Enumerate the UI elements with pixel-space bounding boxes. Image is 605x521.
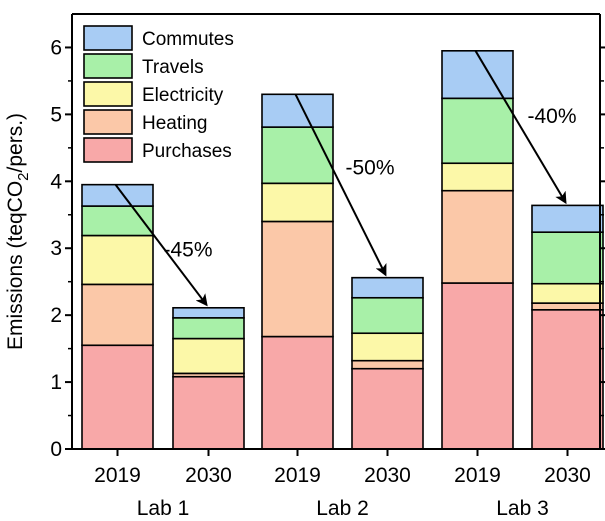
bar-segment-electricity-2 xyxy=(172,337,245,375)
reduction-label: -50% xyxy=(346,156,395,179)
bar-segment-commutes-2 xyxy=(172,306,245,319)
y-tick-label: 1 xyxy=(50,371,62,394)
group-label: Lab 1 xyxy=(137,497,190,520)
bar-segment-travels-2 xyxy=(172,317,245,340)
bar-segment-purchases-2 xyxy=(172,375,245,450)
legend-label: Purchases xyxy=(142,141,232,162)
reduction-label: -40% xyxy=(528,105,577,128)
axes-layer xyxy=(65,13,605,456)
bar-segment-electricity-4 xyxy=(351,332,424,362)
reduction-arrow xyxy=(294,93,387,277)
bar-segment-commutes-6 xyxy=(531,204,604,233)
bar-segment-heating-3 xyxy=(261,220,334,338)
bar-segment-travels-3 xyxy=(261,126,334,185)
bar-segment-travels-6 xyxy=(531,231,604,285)
legend-label: Travels xyxy=(142,57,204,78)
labels-layer: 0 1 2 3 4 5 6 2019 2030 2019 2030 2019 2030 Lab 1 Lab … xyxy=(4,36,591,520)
y-tick-label: 3 xyxy=(50,237,62,260)
bar-segment-heating-1 xyxy=(81,283,154,347)
reduction-label: -45% xyxy=(164,239,213,262)
bar-segment-travels-1 xyxy=(81,205,154,237)
y-tick-label: 0 xyxy=(50,438,62,461)
legend-swatch-electricity xyxy=(83,81,133,107)
x-tick-label: 2019 xyxy=(94,464,141,487)
bar-segment-commutes-5 xyxy=(441,50,514,100)
bar-segment-commutes-1 xyxy=(81,183,154,207)
bars-layer xyxy=(81,50,604,450)
x-tick-label: 2030 xyxy=(185,464,232,487)
bar-segment-purchases-5 xyxy=(441,282,514,450)
bar-segment-travels-5 xyxy=(441,97,514,165)
reduction-arrow xyxy=(114,184,208,307)
bar-segment-electricity-5 xyxy=(441,162,514,192)
y-tick-label: 5 xyxy=(50,103,62,126)
bar-segment-travels-4 xyxy=(351,296,424,335)
legend-swatch-travels xyxy=(83,53,133,79)
y-tick-label: 4 xyxy=(50,170,62,193)
x-tick-label: 2030 xyxy=(364,464,411,487)
bar-segment-electricity-3 xyxy=(261,182,334,223)
bar-segment-electricity-6 xyxy=(531,282,604,304)
bar-segment-commutes-4 xyxy=(351,276,424,299)
legend-label: Electricity xyxy=(142,85,224,106)
x-tick-label: 2019 xyxy=(454,464,501,487)
x-tick-label: 2030 xyxy=(544,464,591,487)
bar-segment-purchases-6 xyxy=(531,308,604,450)
y-tick-label: 6 xyxy=(50,36,62,59)
bar-segment-purchases-3 xyxy=(261,335,334,450)
legend-swatch-purchases xyxy=(83,137,133,163)
x-tick-label: 2019 xyxy=(274,464,321,487)
y-tick-label: 2 xyxy=(50,304,62,327)
annotation-arrows xyxy=(114,50,567,307)
bar-segment-electricity-1 xyxy=(81,234,154,286)
group-label: Lab 3 xyxy=(496,497,549,520)
y-axis-label: Emissions (teqCO2/pers.) xyxy=(4,113,32,350)
bar-segment-purchases-4 xyxy=(351,367,424,450)
bar-segment-heating-6 xyxy=(531,302,604,311)
group-label: Lab 2 xyxy=(316,497,369,520)
legend-label: Heating xyxy=(142,113,208,134)
legend: Commutes Travels Electricity Heating Purchas… xyxy=(83,25,234,163)
bar-segment-heating-4 xyxy=(351,359,424,370)
reduction-arrow xyxy=(474,50,567,205)
legend-swatch-commutes xyxy=(83,25,133,51)
legend-swatch-heating xyxy=(83,109,133,135)
bar-segment-purchases-1 xyxy=(81,344,154,450)
bar-segment-heating-5 xyxy=(441,189,514,284)
legend-label: Commutes xyxy=(142,29,234,50)
